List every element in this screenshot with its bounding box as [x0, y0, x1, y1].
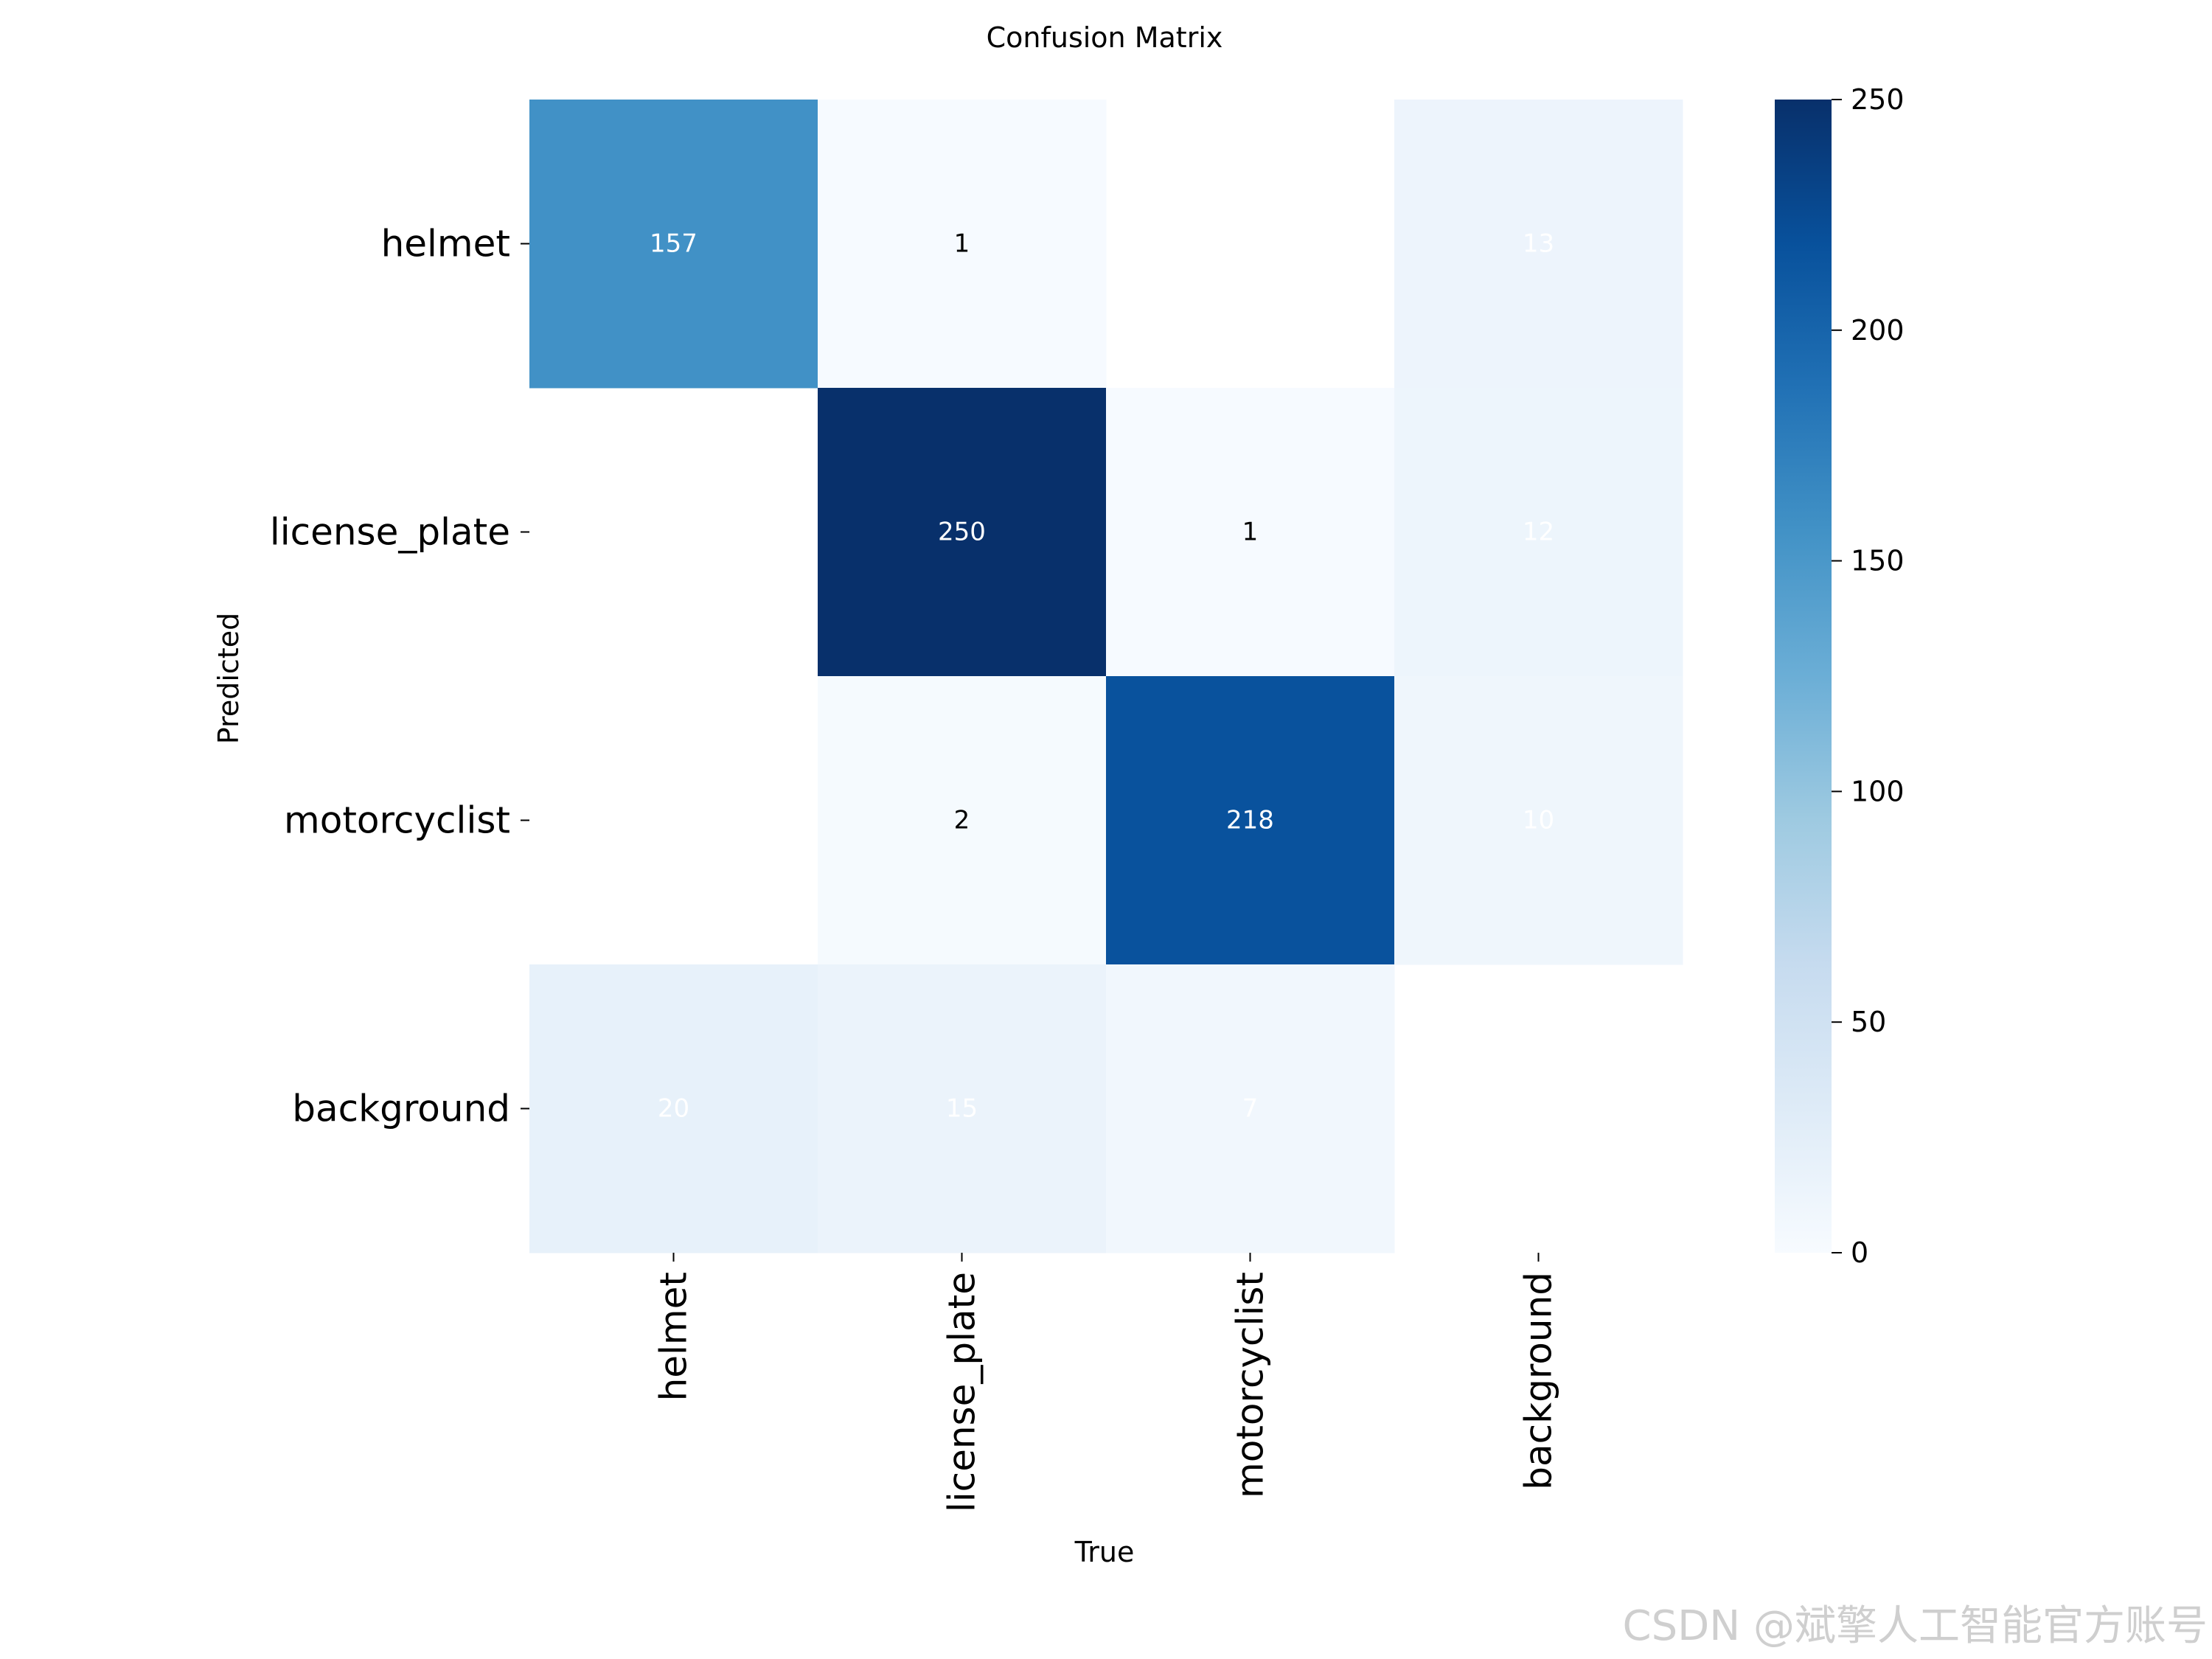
y-tick-label-0: helmet	[381, 223, 510, 265]
y-tick-label-2: motorcyclist	[284, 799, 510, 842]
y-tick-label-3: background	[292, 1088, 510, 1130]
x-tick-label-3: background	[1517, 1272, 1560, 1490]
cell-label-r3-c2: 7	[1242, 1094, 1259, 1124]
y-axis: helmet license_plate motorcyclist backgroun…	[270, 223, 529, 1130]
cell-label-r1-c1: 250	[938, 518, 986, 547]
cell-label-r2-c2: 218	[1226, 806, 1274, 835]
x-axis: helmet license_plate motorcyclist backgroun…	[653, 1253, 1560, 1512]
cell-label-r0-c0: 157	[650, 229, 698, 259]
colorbar-tick-label-0: 0	[1851, 1237, 1868, 1269]
cell-r2-c1	[818, 676, 1107, 965]
heatmap-cells	[529, 100, 1683, 1253]
cell-label-r2-c3: 10	[1523, 806, 1554, 835]
cell-r0-c3	[1394, 100, 1683, 389]
colorbar-tick-label-2: 100	[1851, 775, 1905, 807]
cell-label-r1-c2: 1	[1242, 518, 1259, 547]
colorbar-tick-label-3: 150	[1851, 545, 1905, 577]
cell-r3-c2	[1106, 964, 1395, 1253]
cell-label-r3-c1: 15	[946, 1094, 978, 1124]
x-tick-label-0: helmet	[653, 1272, 695, 1401]
y-tick-label-1: license_plate	[270, 511, 510, 554]
cell-label-r0-c3: 13	[1523, 229, 1554, 259]
cell-r3-c1	[818, 964, 1107, 1253]
cell-r1-c3	[1394, 388, 1683, 677]
colorbar-tick-label-4: 200	[1851, 314, 1905, 347]
y-axis-label: Predicted	[212, 613, 245, 744]
watermark-text: CSDN @斌擎人工智能官方账号	[1622, 1602, 2208, 1650]
cell-r3-c0	[529, 964, 818, 1253]
cell-r2-c2	[1106, 676, 1395, 965]
x-tick-label-2: motorcyclist	[1229, 1272, 1272, 1498]
x-axis-label: True	[1074, 1536, 1135, 1568]
cell-r1-c1	[818, 388, 1107, 677]
cell-r1-c2	[1106, 388, 1395, 677]
colorbar: 0 50 100 150 200 250	[1775, 83, 1905, 1269]
cell-label-r3-c0: 20	[658, 1094, 689, 1124]
cell-label-r1-c3: 12	[1523, 518, 1554, 547]
cell-r0-c0	[529, 100, 818, 389]
chart-title: Confusion Matrix	[987, 21, 1223, 54]
colorbar-tick-label-5: 250	[1851, 83, 1905, 116]
cell-label-r2-c1: 2	[954, 806, 970, 835]
cell-r2-c3	[1394, 676, 1683, 965]
colorbar-gradient	[1775, 100, 1832, 1253]
cell-label-r0-c1: 1	[954, 229, 970, 259]
x-tick-label-1: license_plate	[941, 1272, 984, 1512]
cell-r0-c1	[818, 100, 1107, 389]
colorbar-tick-label-1: 50	[1851, 1006, 1886, 1038]
